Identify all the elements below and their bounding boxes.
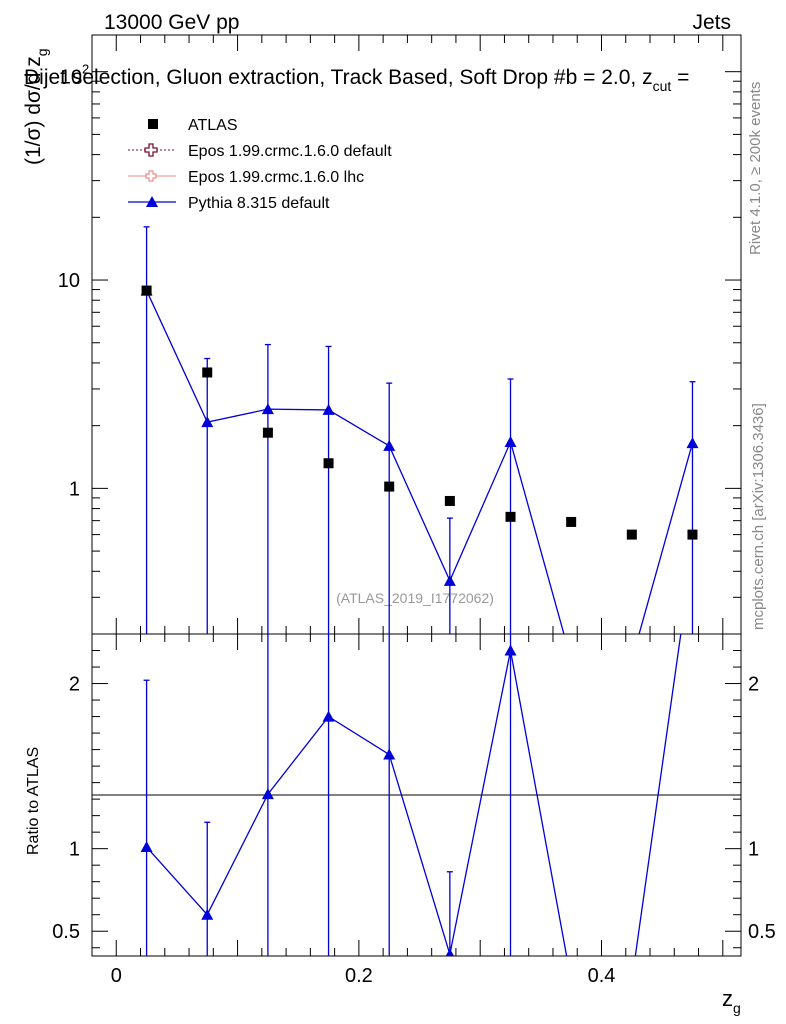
ratio-point [201,908,214,920]
ratio-point [140,841,153,853]
ratio-y-axis-label: Ratio to ATLAS [25,747,42,855]
atlas-point [202,367,213,378]
x-tick-label: 0 [111,965,122,987]
legend: ATLAS Epos 1.99.crmc.1.6.0 default Epos … [128,117,392,212]
ratio-y-tick-label-right: 2 [748,674,759,696]
ratio-point [261,788,274,800]
atlas-point [323,458,334,469]
ratio-point [445,948,455,956]
atlas-point [141,285,152,296]
ratio-axis-ticks: 0.5 0.5 1 1 2 2 0 0.2 0.4 [52,634,776,987]
legend-epos-lhc: Epos 1.99.crmc.1.6.0 lhc [128,169,364,186]
pythia-point [201,416,214,428]
atlas-point [626,529,637,540]
process-label: Jets [692,11,731,34]
legend-epos-lhc-marker [145,170,157,182]
pythia-line [145,290,694,634]
ratio-y-tick-label: 0.5 [52,921,80,943]
pythia-point [565,654,577,665]
legend-epos-lhc-label: Epos 1.99.crmc.1.6.0 lhc [188,169,364,186]
x-axis-label: zg [722,986,741,1016]
atlas-point [444,495,455,506]
rivet-label: Rivet 4.1.0, ≥ 200k events [747,82,764,255]
ratio-y-tick-label-right: 0.5 [748,921,776,943]
main-series-layer [140,226,699,665]
mcplots-label: mcplots.cern.ch [arXiv:1306.3436] [750,403,767,630]
x-tick-label: 0.2 [345,965,373,987]
legend-epos-default-label: Epos 1.99.crmc.1.6.0 default [188,143,392,160]
main-y-tick-label: 10 [60,67,82,89]
ratio-series-layer [140,634,682,986]
energy-label: 13000 GeV pp [104,11,239,34]
plot-title: Dijet selection, Gluon extraction, Track… [24,66,689,94]
atlas-point [566,516,577,527]
ratio-line [146,634,682,956]
pythia-point [443,574,456,586]
ratio-point [383,748,396,760]
pythia-point [261,403,274,415]
pythia-point [626,654,638,665]
legend-epos-default: Epos 1.99.crmc.1.6.0 default [128,143,392,160]
main-y-axis-label: (1/σ) dσ/d zg [22,48,50,165]
ratio-point [565,975,577,986]
x-tick-label: 0.4 [588,965,616,987]
analysis-watermark: (ATLAS_2019_I1772062) [336,590,494,606]
legend-atlas: ATLAS [148,117,238,134]
legend-pythia-label: Pythia 8.315 default [188,195,330,212]
pythia-point [686,437,699,449]
plot-title-end: = [671,66,689,89]
main-y-tick-label: 1 [69,478,80,500]
main-y-axis-label-main: (1/σ) dσ/d z [22,56,45,165]
atlas-point [687,529,698,540]
legend-atlas-marker [148,119,158,129]
legend-atlas-label: ATLAS [188,117,238,134]
legend-epos-default-marker [144,143,158,157]
legend-pythia: Pythia 8.315 default [128,195,330,212]
plot-title-sub: cut [653,78,672,94]
atlas-point [262,427,273,438]
pythia-point [383,439,396,451]
ratio-y-tick-label-right: 1 [748,839,759,861]
main-y-tick-label-exponent: 2 [82,62,89,77]
atlas-point [384,481,395,492]
atlas-point [505,511,516,522]
ratio-point [322,710,335,722]
ratio-point [626,975,638,986]
ratio-y-tick-label: 1 [69,839,80,861]
x-axis-label-sub: g [733,1000,741,1016]
plot-title-main: Dijet selection, Gluon extraction, Track… [24,66,653,89]
main-y-tick-label: 10 [58,270,80,292]
legend-pythia-marker [146,196,158,207]
x-axis-label-main: z [722,986,733,1011]
pythia-point [322,403,335,415]
pythia-point [504,435,517,447]
main-y-axis-label-sub: g [34,48,50,56]
ratio-point [504,644,517,656]
ratio-y-tick-label: 2 [69,674,80,696]
